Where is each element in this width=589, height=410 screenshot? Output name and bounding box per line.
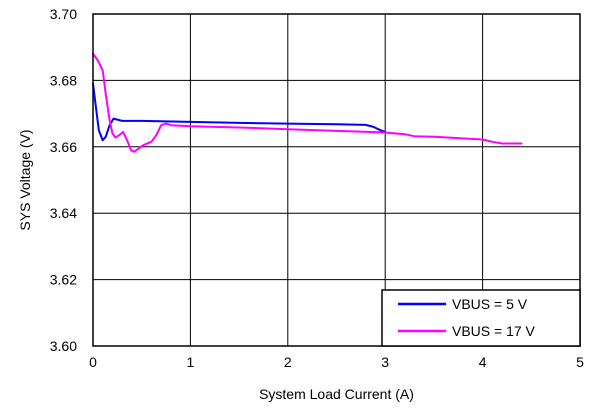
- legend-label-2: VBUS = 17 V: [452, 323, 536, 339]
- series-line-2: [92, 52, 523, 153]
- grid-lines: [93, 14, 580, 346]
- x-tick-label: 5: [576, 354, 584, 370]
- y-tick-label: 3.70: [50, 6, 77, 22]
- x-tick-label: 3: [381, 354, 389, 370]
- y-axis-title: SYS Voltage (V): [17, 129, 33, 230]
- legend: VBUS = 5 V VBUS = 17 V: [381, 289, 581, 347]
- y-tick-label: 3.60: [50, 338, 77, 354]
- y-tick-label: 3.64: [50, 205, 77, 221]
- plot-frame: [92, 13, 581, 347]
- y-tick-label: 3.66: [50, 139, 77, 155]
- series-lines: [92, 52, 523, 153]
- x-tick-labels: 0 1 2 3 4 5: [89, 354, 584, 370]
- legend-items: VBUS = 5 V VBUS = 17 V: [398, 296, 536, 339]
- x-tick-label: 2: [284, 354, 292, 370]
- y-tick-labels: 3.60 3.62 3.64 3.66 3.68 3.70: [50, 6, 77, 354]
- y-tick-label: 3.68: [50, 72, 77, 88]
- legend-box: [381, 289, 581, 347]
- x-tick-label: 1: [187, 354, 195, 370]
- x-tick-label: 0: [89, 354, 97, 370]
- series-line-1: [92, 82, 387, 142]
- legend-label-1: VBUS = 5 V: [452, 296, 528, 312]
- y-tick-label: 3.62: [50, 272, 77, 288]
- x-tick-label: 4: [479, 354, 487, 370]
- x-axis-title: System Load Current (A): [259, 386, 414, 402]
